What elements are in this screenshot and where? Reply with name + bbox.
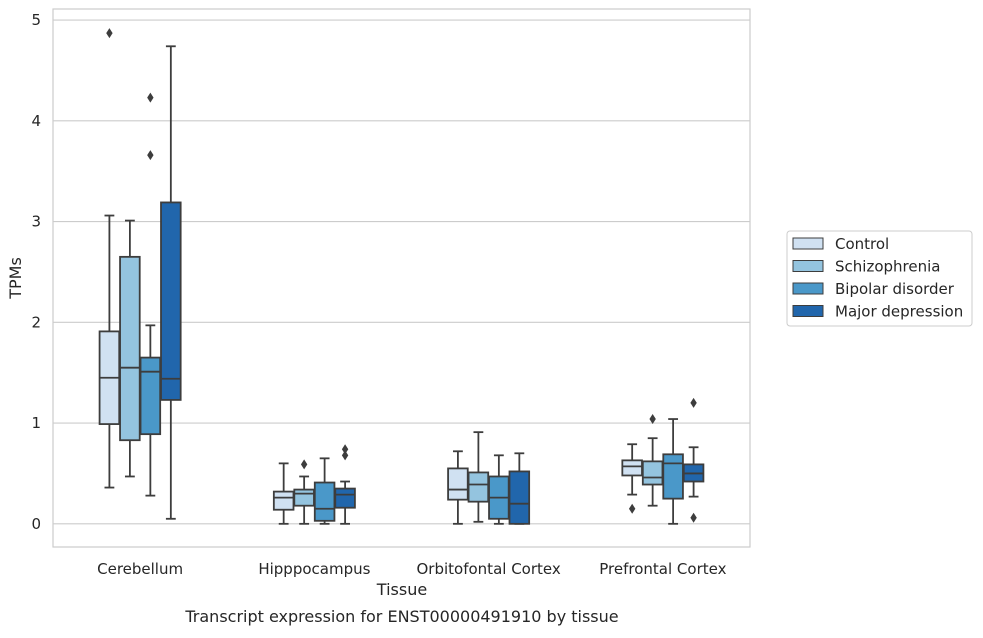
legend: Control Schizophrenia Bipolar disorder Majo… <box>786 230 973 327</box>
box-iqr <box>313 481 336 522</box>
grid-lines <box>53 19 750 525</box>
box-iqr <box>467 471 490 503</box>
y-axis-title: TPMs <box>6 257 25 300</box>
outlier-point <box>690 397 697 408</box>
box-iqr <box>272 490 295 511</box>
chart-caption: Transcript expression for ENST0000049191… <box>184 607 618 626</box>
legend-swatch <box>792 260 824 272</box>
legend-label: Control <box>835 235 889 253</box>
y-axis-ticks: 0 1 2 3 4 5 <box>31 11 41 533</box>
y-tick-label: 5 <box>31 11 41 29</box>
box-iqr <box>508 470 531 525</box>
box-iqr <box>160 201 182 401</box>
box-iqr <box>447 467 469 501</box>
box-iqr <box>662 453 684 500</box>
outlier-point <box>300 459 308 470</box>
legend-items: Control Schizophrenia Bipolar disorder Majo… <box>792 235 963 321</box>
legend-label: Bipolar disorder <box>835 280 955 298</box>
outlier-point <box>341 450 349 461</box>
box-group <box>160 45 182 520</box>
legend-label: Major depression <box>835 303 963 321</box>
box-group <box>334 444 356 525</box>
box-group <box>447 450 469 525</box>
x-axis-title: Tissue <box>376 580 427 599</box>
outlier-point <box>628 503 636 514</box>
box-group <box>139 92 162 497</box>
box-group <box>313 457 336 525</box>
box-group <box>272 462 295 525</box>
box-group <box>293 459 315 525</box>
y-tick-label: 1 <box>31 414 41 432</box>
outlier-point <box>106 28 113 39</box>
legend-swatch <box>792 237 824 250</box>
outlier-point <box>649 414 656 425</box>
box-group <box>98 28 121 489</box>
legend-frame <box>786 230 973 327</box>
x-tick-label: Hipppocampus <box>258 560 370 578</box>
outlier-point <box>147 150 154 161</box>
outlier-point <box>341 444 349 455</box>
box-iqr <box>641 460 664 486</box>
box-iqr <box>119 255 141 442</box>
box-iqr <box>293 488 315 507</box>
x-axis-ticks: Cerebellum Hipppocampus Orbitofontal Corte… <box>97 560 726 578</box>
y-tick-label: 3 <box>31 213 41 231</box>
box-group <box>662 418 684 525</box>
y-tick-label: 4 <box>31 112 41 130</box>
box-iqr <box>334 487 356 509</box>
plot-frame <box>52 8 751 548</box>
box-group <box>119 219 141 478</box>
x-tick-label: Orbitofontal Cortex <box>417 560 561 578</box>
legend-swatch <box>792 305 824 317</box>
box-group <box>621 443 643 514</box>
legend-label: Schizophrenia <box>835 258 940 276</box>
box-group <box>508 452 531 525</box>
legend-swatch <box>792 282 824 295</box>
x-tick-label: Cerebellum <box>97 560 183 578</box>
x-tick-label: Prefrontal Cortex <box>599 560 726 578</box>
box-group <box>488 454 510 525</box>
outlier-point <box>690 512 697 523</box>
box-group <box>682 397 705 523</box>
box-iqr <box>139 356 162 436</box>
box-group <box>641 414 664 507</box>
box-group <box>467 431 490 523</box>
boxes <box>98 28 705 525</box>
y-tick-label: 2 <box>31 313 41 331</box>
box-iqr <box>621 459 643 477</box>
y-tick-label: 0 <box>31 515 41 533</box>
outlier-point <box>147 92 154 103</box>
